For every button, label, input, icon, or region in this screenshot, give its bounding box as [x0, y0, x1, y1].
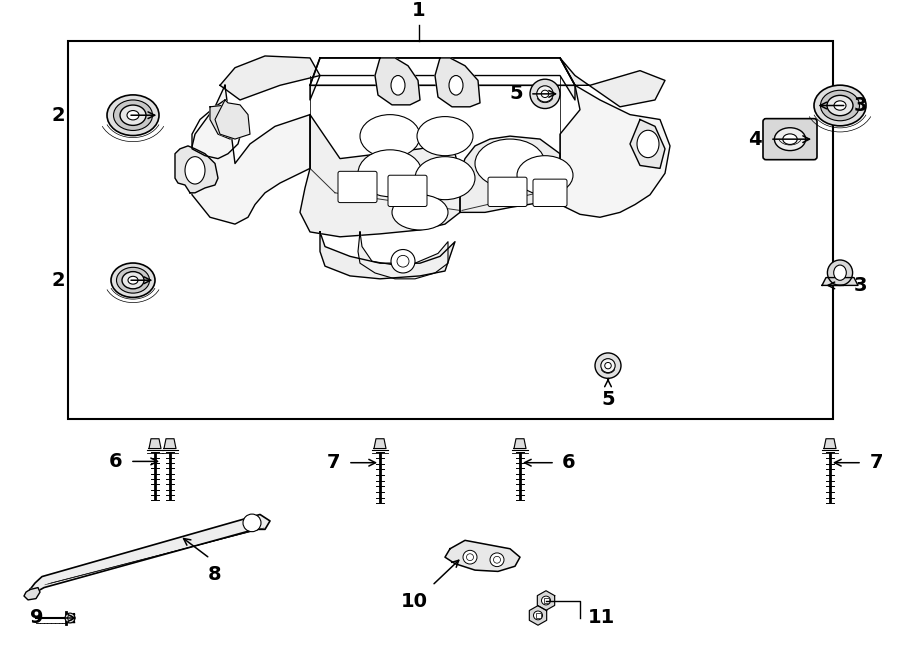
Ellipse shape [814, 85, 866, 126]
Polygon shape [24, 588, 40, 600]
Ellipse shape [417, 117, 473, 156]
Polygon shape [310, 58, 575, 85]
Polygon shape [30, 514, 270, 592]
Text: 4: 4 [749, 130, 762, 149]
Ellipse shape [827, 95, 853, 116]
Text: 7: 7 [327, 453, 340, 472]
Circle shape [243, 514, 261, 532]
FancyBboxPatch shape [388, 175, 427, 207]
Text: 3: 3 [854, 276, 868, 295]
Ellipse shape [833, 265, 846, 280]
Ellipse shape [392, 195, 448, 230]
Circle shape [536, 86, 554, 102]
Circle shape [68, 616, 73, 620]
Ellipse shape [391, 75, 405, 95]
Polygon shape [220, 56, 320, 100]
Circle shape [463, 550, 477, 564]
Polygon shape [824, 439, 836, 449]
Circle shape [391, 250, 415, 273]
Ellipse shape [360, 115, 420, 158]
Circle shape [542, 596, 551, 605]
Polygon shape [310, 58, 575, 100]
Polygon shape [215, 100, 250, 139]
Ellipse shape [120, 105, 146, 125]
Text: 3: 3 [854, 96, 868, 115]
Polygon shape [210, 105, 245, 139]
Ellipse shape [821, 90, 860, 120]
Ellipse shape [475, 139, 545, 188]
Circle shape [490, 553, 504, 567]
Ellipse shape [185, 157, 205, 184]
FancyBboxPatch shape [488, 177, 527, 207]
Polygon shape [537, 591, 554, 610]
Circle shape [397, 256, 409, 267]
Text: 2: 2 [51, 106, 65, 124]
Circle shape [530, 79, 560, 109]
Ellipse shape [774, 128, 806, 150]
Circle shape [466, 553, 473, 561]
Circle shape [65, 613, 75, 623]
Polygon shape [164, 439, 176, 449]
Text: 8: 8 [208, 565, 221, 584]
Polygon shape [514, 439, 526, 449]
Polygon shape [175, 146, 218, 193]
Ellipse shape [834, 101, 846, 110]
Bar [544, 598, 548, 603]
Bar [536, 613, 541, 618]
Ellipse shape [127, 111, 139, 120]
Text: 11: 11 [588, 608, 616, 628]
Circle shape [595, 353, 621, 379]
Ellipse shape [107, 95, 159, 136]
Polygon shape [445, 540, 520, 571]
FancyBboxPatch shape [338, 171, 377, 203]
Polygon shape [375, 58, 420, 105]
Circle shape [605, 363, 611, 369]
Circle shape [541, 90, 549, 97]
Polygon shape [630, 120, 665, 168]
Text: 6: 6 [108, 452, 122, 471]
Polygon shape [188, 85, 310, 224]
Polygon shape [300, 115, 460, 237]
Circle shape [493, 556, 500, 563]
Polygon shape [149, 439, 161, 449]
Text: 7: 7 [870, 453, 884, 472]
Polygon shape [358, 232, 448, 279]
Circle shape [601, 359, 616, 373]
Ellipse shape [116, 267, 149, 293]
FancyBboxPatch shape [763, 118, 817, 160]
Text: 5: 5 [601, 390, 615, 409]
Ellipse shape [637, 130, 659, 158]
Text: 2: 2 [51, 271, 65, 290]
Circle shape [534, 611, 543, 620]
Ellipse shape [128, 276, 138, 284]
Polygon shape [435, 58, 480, 107]
Ellipse shape [783, 134, 797, 144]
Ellipse shape [827, 260, 852, 285]
Polygon shape [320, 232, 455, 279]
Bar [68, 41, 833, 419]
Text: 10: 10 [401, 592, 428, 611]
Text: 9: 9 [30, 608, 43, 628]
Ellipse shape [415, 157, 475, 200]
Polygon shape [560, 58, 665, 107]
Polygon shape [822, 277, 858, 285]
Text: 6: 6 [562, 453, 576, 472]
Ellipse shape [122, 271, 144, 289]
Polygon shape [374, 439, 386, 449]
Ellipse shape [358, 150, 422, 197]
Polygon shape [460, 136, 560, 213]
Polygon shape [529, 606, 546, 625]
Text: 1: 1 [411, 1, 426, 20]
Ellipse shape [449, 75, 463, 95]
Ellipse shape [111, 263, 155, 297]
Ellipse shape [517, 156, 573, 195]
FancyBboxPatch shape [533, 179, 567, 207]
Polygon shape [560, 85, 670, 217]
Ellipse shape [113, 100, 152, 130]
Text: 5: 5 [509, 84, 523, 103]
